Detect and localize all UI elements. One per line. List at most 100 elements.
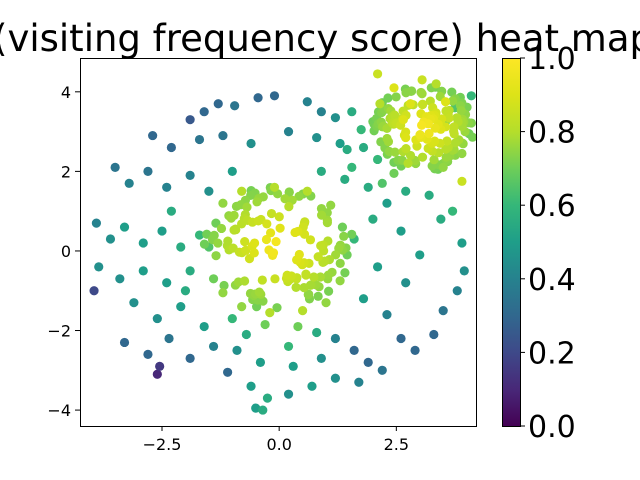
central-dense-cluster-point [231, 225, 241, 235]
scatter-point [382, 198, 392, 208]
scatter-point [298, 306, 308, 316]
central-dense-cluster-point [305, 235, 316, 245]
scatter-point [335, 138, 345, 149]
central-dense-cluster-point [299, 283, 309, 293]
colorbar-tick-label: 0.6 [528, 189, 576, 224]
scatter-point [143, 166, 153, 176]
upper-right-dense-cluster-point [449, 122, 459, 132]
y-axis: −4 −2 0 2 4 [47, 83, 80, 420]
scatter-point [227, 166, 237, 176]
scatter-point [307, 381, 317, 391]
central-dense-cluster-point [331, 250, 341, 260]
central-dense-cluster-point [275, 223, 285, 233]
scatter-point [246, 381, 256, 391]
central-dense-cluster-point [239, 276, 250, 286]
scatter-point [218, 198, 228, 208]
scatter-point [372, 262, 383, 272]
upper-right-dense-cluster-point [441, 152, 451, 162]
scatter-point [401, 132, 411, 143]
central-dense-cluster-point [280, 194, 290, 204]
scatter-point [227, 313, 237, 324]
scatter-point [185, 266, 195, 276]
scatter-point [237, 302, 247, 312]
scatter-point [396, 226, 406, 236]
upper-right-dense-cluster-point [417, 120, 427, 130]
scatter-point [377, 178, 387, 188]
central-dense-cluster-point [340, 268, 350, 278]
scatter-point [260, 319, 270, 330]
scatter-point [251, 403, 261, 413]
upper-right-dense-cluster-point [415, 129, 425, 140]
central-dense-cluster-point [249, 248, 259, 258]
upper-right-dense-cluster-point [467, 132, 478, 142]
central-dense-cluster-point [313, 252, 323, 262]
scatter-point [119, 222, 130, 232]
x-tick-label: 2.5 [384, 435, 409, 454]
scatter-point [401, 186, 411, 196]
scatter-point [438, 306, 448, 316]
central-dense-cluster-point [304, 289, 314, 299]
scatter-point [262, 393, 273, 403]
central-dense-cluster-point [316, 210, 327, 220]
scatter-point [312, 132, 322, 143]
colorbar [502, 58, 520, 426]
scatter-point [157, 226, 167, 236]
colorbar-tick-label: 0.8 [528, 116, 576, 151]
scatter-point [258, 405, 268, 415]
central-dense-cluster-point [202, 229, 212, 239]
central-dense-cluster-point [294, 191, 304, 201]
scatter-point [148, 130, 158, 141]
scatter-point [440, 97, 451, 107]
central-dense-cluster-point [242, 202, 252, 212]
scatter-point [389, 83, 399, 93]
central-dense-cluster-point [229, 210, 239, 220]
colorbar-tick-label: 0.4 [528, 263, 576, 298]
scatter-point [330, 333, 341, 344]
central-dense-cluster-point [266, 208, 277, 219]
central-dense-cluster-point [271, 236, 281, 247]
scatter-point [405, 99, 415, 109]
scatter-point [466, 91, 476, 101]
colorbar-axis: 0.0 0.2 0.4 0.6 0.8 1.0 [520, 42, 576, 445]
upper-right-dense-cluster-point [390, 147, 400, 157]
central-dense-cluster-point [294, 249, 304, 260]
scatter-point [375, 99, 385, 109]
scatter-point [176, 242, 186, 252]
scatter-point [185, 353, 195, 363]
scatter-point [237, 186, 247, 196]
scatter-point [347, 162, 357, 173]
central-dense-cluster-point [261, 234, 272, 245]
central-dense-cluster-point [241, 245, 251, 256]
scatter-point [358, 142, 369, 153]
upper-right-dense-cluster-point [450, 138, 461, 148]
scatter-point [115, 274, 125, 284]
upper-right-dense-cluster-point [405, 150, 416, 161]
scatter-point [199, 321, 209, 332]
scatter-point [452, 286, 462, 296]
scatter-point [438, 162, 448, 173]
scatter-point [403, 158, 413, 169]
upper-right-dense-cluster-point [424, 128, 434, 139]
scatter-point [265, 308, 275, 318]
scatter-point [162, 278, 172, 288]
scatter-point [342, 144, 352, 155]
central-dense-cluster-point [291, 282, 301, 292]
scatter-point [302, 97, 312, 107]
central-dense-cluster-point [322, 218, 332, 228]
scatter-point [340, 174, 350, 184]
scatter-point [185, 115, 195, 125]
scatter-point [166, 142, 176, 153]
scatter-point [230, 101, 240, 111]
central-dense-cluster-point [254, 287, 264, 297]
scatter-point [459, 266, 469, 276]
upper-right-dense-cluster-point [391, 92, 401, 102]
colorbar-frame [502, 58, 521, 427]
central-dense-cluster-point [313, 291, 323, 301]
scatter-point [316, 166, 326, 176]
x-tick-label: 0.0 [266, 435, 291, 454]
scatter-point [152, 313, 162, 324]
scatter-point [358, 294, 369, 304]
central-dense-cluster-point [282, 270, 292, 280]
plot-area-frame [80, 58, 477, 427]
central-dense-cluster-point [309, 272, 319, 282]
